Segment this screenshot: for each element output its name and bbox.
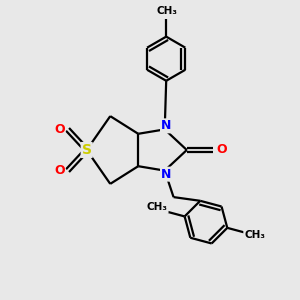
Text: CH₃: CH₃: [156, 6, 177, 16]
Text: O: O: [54, 123, 64, 136]
Text: CH₃: CH₃: [147, 202, 168, 212]
Text: O: O: [217, 143, 227, 157]
Text: N: N: [161, 119, 171, 132]
Text: N: N: [161, 168, 171, 181]
Text: S: S: [82, 143, 92, 157]
Text: CH₃: CH₃: [244, 230, 265, 240]
Text: O: O: [54, 164, 64, 177]
